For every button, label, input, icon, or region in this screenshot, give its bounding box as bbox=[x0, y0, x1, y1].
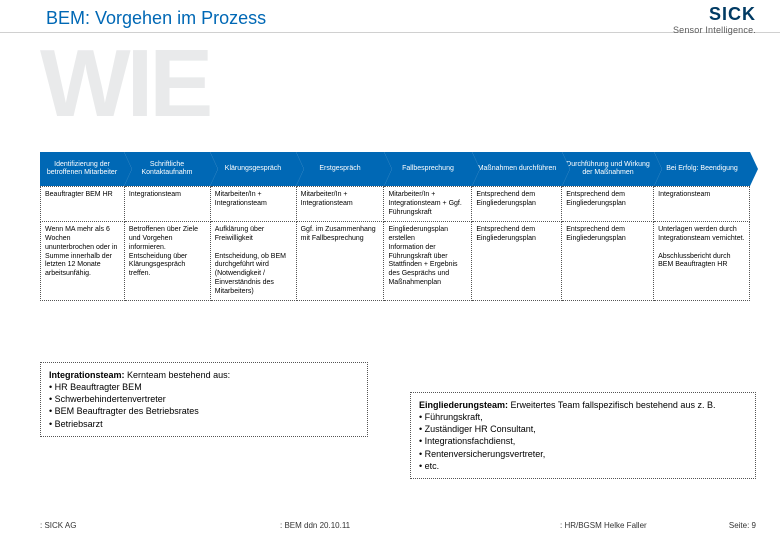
box1-title: Integrationsteam: bbox=[49, 370, 125, 380]
table-cell: Unterlagen werden durch Integrationsteam… bbox=[654, 222, 750, 301]
list-item: • Integrationsfachdienst, bbox=[419, 435, 747, 447]
brand-logo: SICK bbox=[673, 4, 756, 25]
footer-left: : SICK AG bbox=[40, 521, 76, 530]
list-item: • Führungskraft, bbox=[419, 411, 747, 423]
table-cell: Integrationsteam bbox=[654, 187, 750, 222]
table-cell: Eingliederungsplan erstellen Information… bbox=[384, 222, 472, 301]
table-cell: Entsprechend dem Eingliederungsplan bbox=[562, 222, 654, 301]
process-step: Klärungsgespräch bbox=[210, 152, 296, 186]
table-cell: Mitarbeiter/In + Integrationsteam bbox=[296, 187, 384, 222]
table-cell: Wenn MA mehr als 6 Wochen ununterbrochen… bbox=[41, 222, 125, 301]
process-step: Schriftliche Kontaktaufnahm bbox=[124, 152, 210, 186]
box-integrationsteam: Integrationsteam: Kernteam bestehend aus… bbox=[40, 362, 368, 437]
table-cell: Beauftragter BEM HR bbox=[41, 187, 125, 222]
process-step: Identifizierung der betroffenen Mitarbei… bbox=[40, 152, 124, 186]
slide-title: BEM: Vorgehen im Prozess bbox=[46, 8, 266, 29]
box-eingliederungsteam: Eingliederungsteam: Erweitertes Team fal… bbox=[410, 392, 756, 479]
watermark-wie: WIE bbox=[40, 36, 209, 132]
list-item: • Schwerbehindertenvertreter bbox=[49, 393, 359, 405]
box2-title: Eingliederungsteam: bbox=[419, 400, 508, 410]
table-cell: Mitarbeiter/In + Integrationsteam + Ggf.… bbox=[384, 187, 472, 222]
process-arrow-row: Identifizierung der betroffenen Mitarbei… bbox=[40, 152, 750, 186]
process-step: Erstgespräch bbox=[296, 152, 384, 186]
list-item: • BEM Beauftragter des Betriebsrates bbox=[49, 405, 359, 417]
footer-right1: : HR/BGSM Helke Faller bbox=[560, 521, 647, 530]
process-step: Bei Erfolg: Beendigung bbox=[654, 152, 750, 186]
box1-lead: Kernteam bestehend aus: bbox=[125, 370, 231, 380]
list-item: • etc. bbox=[419, 460, 747, 472]
list-item: • Betriebsarzt bbox=[49, 418, 359, 430]
table-cell: Integrationsteam bbox=[124, 187, 210, 222]
box2-lead: Erweitertes Team fallspezifisch bestehen… bbox=[508, 400, 715, 410]
table-cell: Entsprechend dem Eingliederungsplan bbox=[472, 187, 562, 222]
table-cell: Ggf. im Zusammenhang mit Fallbesprechung bbox=[296, 222, 384, 301]
process-table: Beauftragter BEM HRIntegrationsteamMitar… bbox=[40, 186, 750, 301]
process-step: Maßnahmen durchführen bbox=[472, 152, 562, 186]
footer-center: : BEM ddn 20.10.11 bbox=[280, 521, 350, 530]
table-cell: Aufklärung über Freiwilligkeit Entscheid… bbox=[210, 222, 296, 301]
brand-area: SICK Sensor Intelligence. bbox=[673, 4, 756, 35]
list-item: • Rentenversicherungsvertreter, bbox=[419, 448, 747, 460]
brand-tagline: Sensor Intelligence. bbox=[673, 25, 756, 35]
process-step: Durchführung und Wirkung der Maßnahmen bbox=[562, 152, 654, 186]
table-cell: Mitarbeiter/In + Integrationsteam bbox=[210, 187, 296, 222]
table-cell: Entsprechend dem Eingliederungsplan bbox=[562, 187, 654, 222]
process-step: Fallbesprechung bbox=[384, 152, 472, 186]
table-cell: Entsprechend dem Eingliederungsplan bbox=[472, 222, 562, 301]
table-cell: Betroffenen über Ziele und Vorgehen info… bbox=[124, 222, 210, 301]
footer-right2: Seite: 9 bbox=[729, 521, 756, 530]
list-item: • HR Beauftragter BEM bbox=[49, 381, 359, 393]
list-item: • Zuständiger HR Consultant, bbox=[419, 423, 747, 435]
